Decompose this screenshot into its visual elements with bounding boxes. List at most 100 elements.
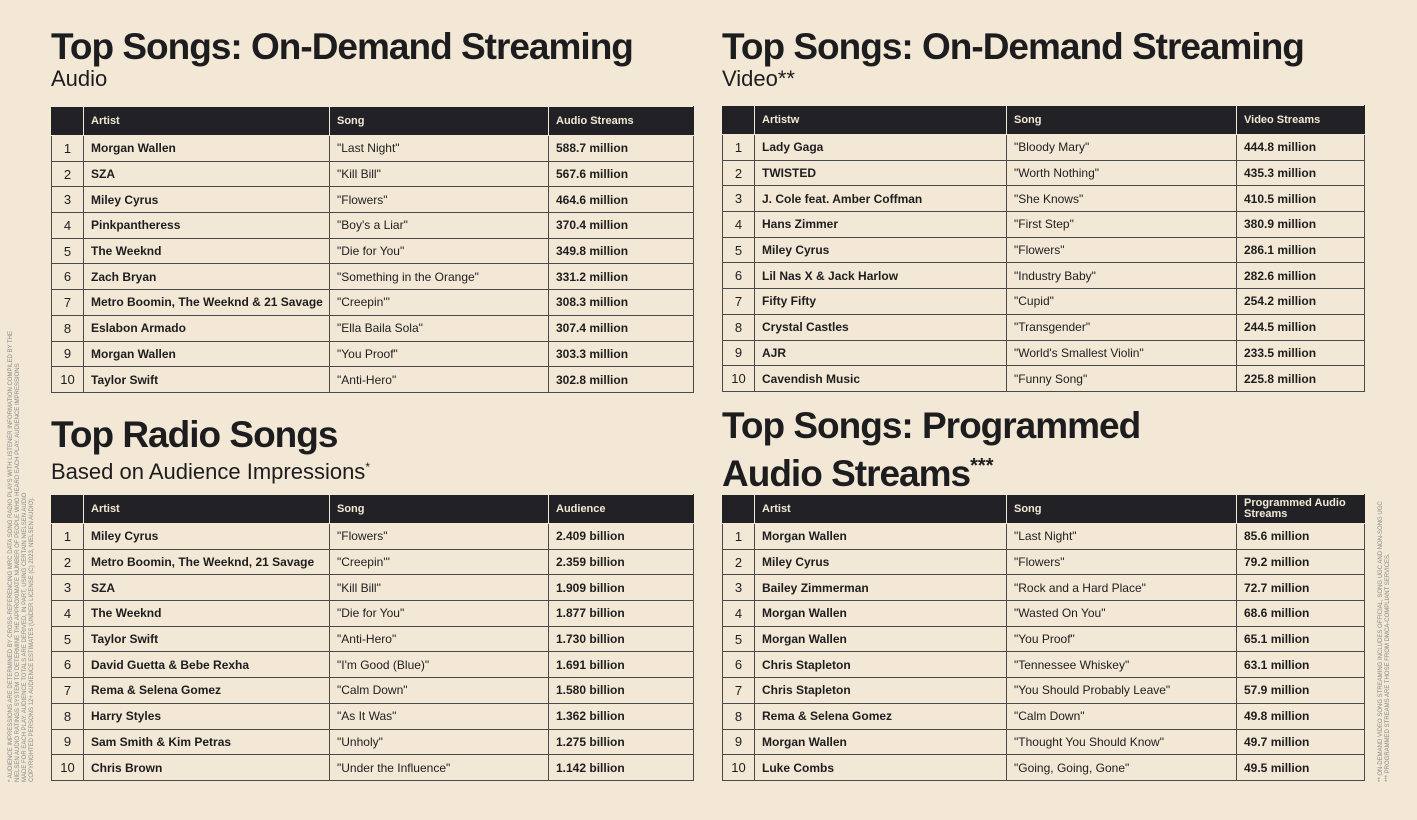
artist-cell: Morgan Wallen <box>754 600 1007 627</box>
table-row: 9 Morgan Wallen "Thought You Should Know" 4… <box>722 728 1365 756</box>
value-cell: 464.6 million <box>548 186 694 214</box>
value-cell: 72.7 million <box>1236 574 1365 602</box>
rank-cell: 4 <box>722 600 755 627</box>
rank-cell: 4 <box>51 600 84 627</box>
table-row: 7 Rema & Selena Gomez "Calm Down" 1.580 bil… <box>51 677 694 704</box>
value-cell: 1.275 billion <box>548 728 694 756</box>
table-header-row: Artist Song Audience <box>51 494 694 524</box>
rank-cell: 2 <box>722 159 755 187</box>
value-cell: 49.5 million <box>1236 754 1365 781</box>
value-cell: 1.877 billion <box>548 600 694 627</box>
artist-cell: SZA <box>83 160 330 188</box>
rank-cell: 3 <box>722 574 755 602</box>
footnote-right: ** ON-DEMAND VIDEO SONG STREAMING INCLUD… <box>1378 501 1392 782</box>
artist-cell: Crystal Castles <box>754 313 1007 341</box>
song-cell: "Anti-Hero" <box>329 366 549 393</box>
footnote-line: ** ON-DEMAND VIDEO SONG STREAMING INCLUD… <box>1378 501 1384 782</box>
song-cell: "You Should Probably Leave" <box>1006 677 1237 704</box>
table-row: 10 Taylor Swift "Anti-Hero" 302.8 million <box>51 366 694 393</box>
table-row: 1 Morgan Wallen "Last Night" 588.7 million <box>51 135 694 162</box>
artist-header: Artistw <box>754 105 1007 135</box>
value-cell: 79.2 million <box>1236 548 1365 576</box>
artist-cell: SZA <box>83 574 330 602</box>
song-cell: "Unholy" <box>329 728 549 756</box>
table-row: 10 Cavendish Music "Funny Song" 225.8 milli… <box>722 365 1365 392</box>
title-footnote-mark: *** <box>970 455 994 477</box>
rank-header <box>722 105 755 135</box>
rank-cell: 1 <box>722 134 755 161</box>
table-row: 6 Chris Stapleton "Tennessee Whiskey" 63.1 … <box>722 651 1365 679</box>
radio-audience-table: Artist Song Audience 1 Miley Cyrus "Flowers" 2… <box>51 494 694 781</box>
table-row: 3 Bailey Zimmerman "Rock and a Hard Place"… <box>722 574 1365 602</box>
table-row: 8 Harry Styles "As It Was" 1.362 billion <box>51 702 694 730</box>
table-row: 5 Morgan Wallen "You Proof" 65.1 million <box>722 625 1365 653</box>
footnote-line: * AUDIENCE IMPRESSIONS ARE DETERMINED BY… <box>8 331 14 782</box>
value-cell: 1.362 billion <box>548 702 694 730</box>
table-row: 1 Morgan Wallen "Last Night" 85.6 million <box>722 523 1365 550</box>
artist-header: Artist <box>83 106 330 136</box>
value-cell: 65.1 million <box>1236 625 1365 653</box>
artist-cell: Luke Combs <box>754 754 1007 781</box>
artist-cell: Cavendish Music <box>754 365 1007 392</box>
rank-cell: 2 <box>722 548 755 576</box>
song-cell: "Creepin'" <box>329 548 549 576</box>
table-row: 6 David Guetta & Bebe Rexha "I'm Good (Blu… <box>51 651 694 679</box>
value-cell: 49.7 million <box>1236 728 1365 756</box>
song-cell: "Wasted On You" <box>1006 600 1237 627</box>
song-cell: "Something in the Orange" <box>329 263 549 291</box>
value-cell: 349.8 million <box>548 237 694 265</box>
song-cell: "Die for You" <box>329 600 549 627</box>
table-header-row: Artistw Song Video Streams <box>722 105 1365 135</box>
song-cell: "Flowers" <box>1006 548 1237 576</box>
value-cell: 331.2 million <box>548 263 694 291</box>
value-cell: 68.6 million <box>1236 600 1365 627</box>
artist-cell: J. Cole feat. Amber Coffman <box>754 185 1007 213</box>
table-row: 2 Metro Boomin, The Weeknd, 21 Savage "Cre… <box>51 548 694 576</box>
table-row: 2 SZA "Kill Bill" 567.6 million <box>51 160 694 188</box>
table-row: 9 AJR "World's Smallest Violin" 233.5 milli… <box>722 339 1365 367</box>
table-row: 3 J. Cole feat. Amber Coffman "She Knows" 4… <box>722 185 1365 213</box>
song-cell: "Last Night" <box>329 135 549 162</box>
value-cell: 370.4 million <box>548 212 694 239</box>
table-row: 9 Morgan Wallen "You Proof" 303.3 million <box>51 340 694 368</box>
footnote-line: MADE FOR EACH PLAY. AUDIENCE TOTALS ARE … <box>22 492 28 782</box>
song-cell: "As It Was" <box>329 702 549 730</box>
programmed-streams-table: Artist Song Programmed Audio Streams 1 Morga… <box>722 494 1365 781</box>
artist-cell: Hans Zimmer <box>754 211 1007 238</box>
artist-cell: Bailey Zimmerman <box>754 574 1007 602</box>
artist-cell: Metro Boomin, The Weeknd, 21 Savage <box>83 548 330 576</box>
subtitle-text: Based on Audience Impressions <box>51 459 366 484</box>
rank-cell: 4 <box>51 212 84 239</box>
artist-cell: Eslabon Armado <box>83 314 330 342</box>
section-title: Top Songs: On-Demand Streaming <box>722 26 1305 67</box>
rank-cell: 6 <box>722 651 755 679</box>
footnote-line: *** PROGRAMMED STREAMS ARE THOSE FROM DM… <box>1385 553 1391 782</box>
rank-cell: 6 <box>722 262 755 290</box>
value-cell: 1.691 billion <box>548 651 694 679</box>
artist-cell: The Weeknd <box>83 600 330 627</box>
value-cell: 85.6 million <box>1236 523 1365 550</box>
artist-cell: Miley Cyrus <box>754 236 1007 264</box>
value-cell: 63.1 million <box>1236 651 1365 679</box>
rank-cell: 10 <box>722 365 755 392</box>
value-cell: 233.5 million <box>1236 339 1365 367</box>
rank-cell: 6 <box>51 651 84 679</box>
song-cell: "Flowers" <box>329 186 549 214</box>
rank-cell: 9 <box>51 728 84 756</box>
value-header: Video Streams <box>1236 105 1365 135</box>
artist-cell: Rema & Selena Gomez <box>754 702 1007 730</box>
table-row: 8 Rema & Selena Gomez "Calm Down" 49.8 mill… <box>722 702 1365 730</box>
song-cell: "Boy's a Liar" <box>329 212 549 239</box>
song-cell: "Last Night" <box>1006 523 1237 550</box>
table-row: 5 The Weeknd "Die for You" 349.8 million <box>51 237 694 265</box>
rank-cell: 8 <box>722 702 755 730</box>
artist-cell: Taylor Swift <box>83 366 330 393</box>
artist-header: Artist <box>754 494 1007 524</box>
rank-cell: 7 <box>51 289 84 316</box>
audio-streams-table: Artist Song Audio Streams 1 Morgan Wallen "La… <box>51 106 694 393</box>
rank-cell: 5 <box>51 237 84 265</box>
song-cell: "Under the Influence" <box>329 754 549 781</box>
rank-cell: 10 <box>51 754 84 781</box>
rank-cell: 3 <box>51 574 84 602</box>
artist-cell: Lady Gaga <box>754 134 1007 161</box>
